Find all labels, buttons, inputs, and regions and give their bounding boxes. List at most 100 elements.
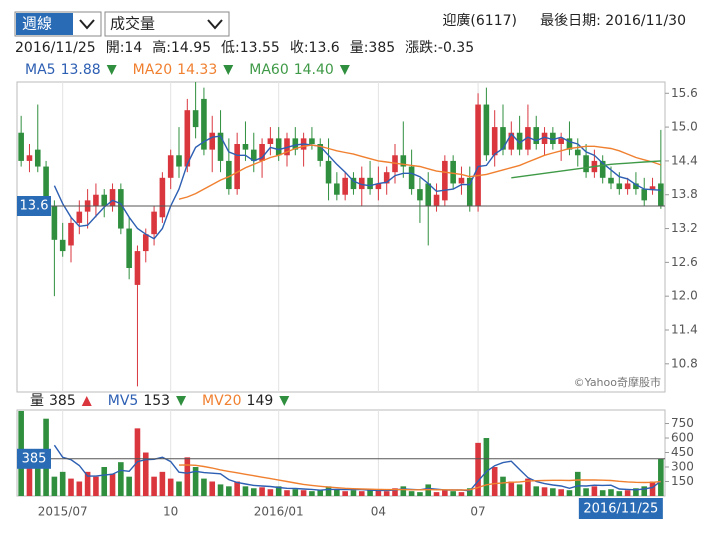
candle-body: [217, 132, 224, 161]
source-credit: ©Yahoo奇摩股市: [574, 375, 661, 389]
legend-name: MA5: [25, 62, 56, 78]
volume-bar: [641, 486, 648, 496]
candle-body: [317, 144, 324, 161]
legend-value: 385: [49, 393, 76, 409]
down-arrow: [279, 396, 290, 406]
volume-bar: [334, 489, 340, 496]
ma-line: [178, 464, 661, 491]
legend-value: 153: [143, 393, 170, 409]
candle-body: [641, 189, 648, 201]
volume-bar: [250, 488, 257, 496]
y-tick-label: 11.4: [671, 323, 698, 337]
candle-body: [417, 189, 423, 201]
candle-body: [442, 160, 448, 201]
volume-bar: [192, 467, 199, 496]
volume-bar: [599, 490, 606, 496]
volume-bar: [583, 488, 589, 496]
candle-body: [267, 138, 274, 144]
ma-line: [178, 144, 662, 200]
volume-bar: [59, 471, 66, 496]
candle-body: [550, 132, 556, 144]
volume-bar: [649, 481, 656, 496]
volume-bar: [616, 491, 623, 496]
volume-bar: [284, 490, 290, 496]
candle-body: [259, 144, 265, 161]
candle-body: [466, 177, 473, 206]
candle-body: [375, 183, 382, 190]
volume-bar: [101, 467, 108, 496]
volume-bar: [658, 458, 664, 496]
select-text: 成交量: [110, 15, 155, 33]
y-tick-label: 450: [671, 445, 694, 459]
volume-bar: [217, 484, 224, 496]
candle-body: [201, 98, 207, 150]
y-tick-label: 10.8: [671, 356, 698, 370]
current-tag: [17, 196, 51, 216]
candle-body: [101, 194, 108, 206]
x-tick-label: 04: [371, 505, 386, 519]
volume-bar: [566, 490, 573, 496]
candle-body: [226, 160, 232, 190]
candle-body: [250, 149, 257, 161]
info-item: 量:385: [350, 40, 395, 56]
price-frame: [16, 81, 666, 393]
volume-bar: [317, 490, 324, 496]
volume-bar: [408, 491, 415, 496]
volume-bar: [184, 457, 191, 496]
info-item: 低:13.55: [221, 40, 280, 56]
legend-name: MA20: [133, 62, 172, 78]
candle-body: [475, 104, 481, 206]
indicator-select[interactable]: 成交量: [104, 11, 230, 37]
period-select[interactable]: 週線: [14, 11, 102, 37]
info-item: 開:14: [106, 40, 143, 56]
volume-bar: [533, 486, 540, 496]
down-arrow: [176, 396, 187, 406]
y-tick-label: 12.6: [671, 255, 698, 269]
ma-line: [53, 132, 661, 240]
volume-bar: [500, 476, 506, 496]
volume-bar: [142, 452, 149, 496]
candle-body: [334, 183, 340, 195]
y-tick-label: 600: [671, 431, 694, 445]
candle-body: [558, 138, 564, 144]
candle-body: [192, 110, 199, 128]
current-tag-label: 385: [22, 451, 47, 466]
x-tick-label: 2015/07: [38, 505, 88, 519]
volume-bar: [126, 476, 132, 496]
candle-body: [134, 251, 141, 285]
date-tag: [578, 498, 663, 519]
volume-bar: [516, 484, 523, 496]
candle-body: [176, 155, 182, 167]
candle-body: [109, 189, 116, 206]
legend-name: MA60: [249, 62, 288, 78]
volume-bar: [392, 488, 398, 496]
candle-body: [500, 127, 506, 150]
volume-bar: [591, 486, 598, 496]
candle-body: [242, 144, 249, 150]
volume-bar: [491, 467, 498, 496]
legend-value: 14.33: [177, 62, 217, 78]
volume-bar: [558, 489, 564, 496]
volume-bar: [358, 491, 365, 496]
volume-bar: [325, 486, 332, 496]
y-tick-label: 14.4: [671, 153, 698, 167]
volume-bar: [442, 490, 448, 496]
volume-bar: [574, 471, 581, 496]
candle-body: [649, 186, 656, 190]
volume-bar: [51, 476, 58, 496]
candle-body: [76, 211, 83, 223]
candle-body: [425, 183, 432, 206]
candle-body: [350, 177, 357, 190]
candle-body: [383, 172, 390, 184]
volume-bar: [342, 491, 348, 496]
volume-bar: [309, 491, 315, 496]
candle-body: [34, 149, 41, 167]
select-box[interactable]: [104, 11, 230, 37]
volume-bar: [633, 488, 639, 496]
candle-body: [151, 211, 157, 235]
info-item: 高:14.95: [152, 39, 211, 56]
y-tick-label: 750: [671, 416, 694, 430]
candle-body: [583, 155, 589, 173]
x-tick-label: 10: [163, 505, 178, 519]
